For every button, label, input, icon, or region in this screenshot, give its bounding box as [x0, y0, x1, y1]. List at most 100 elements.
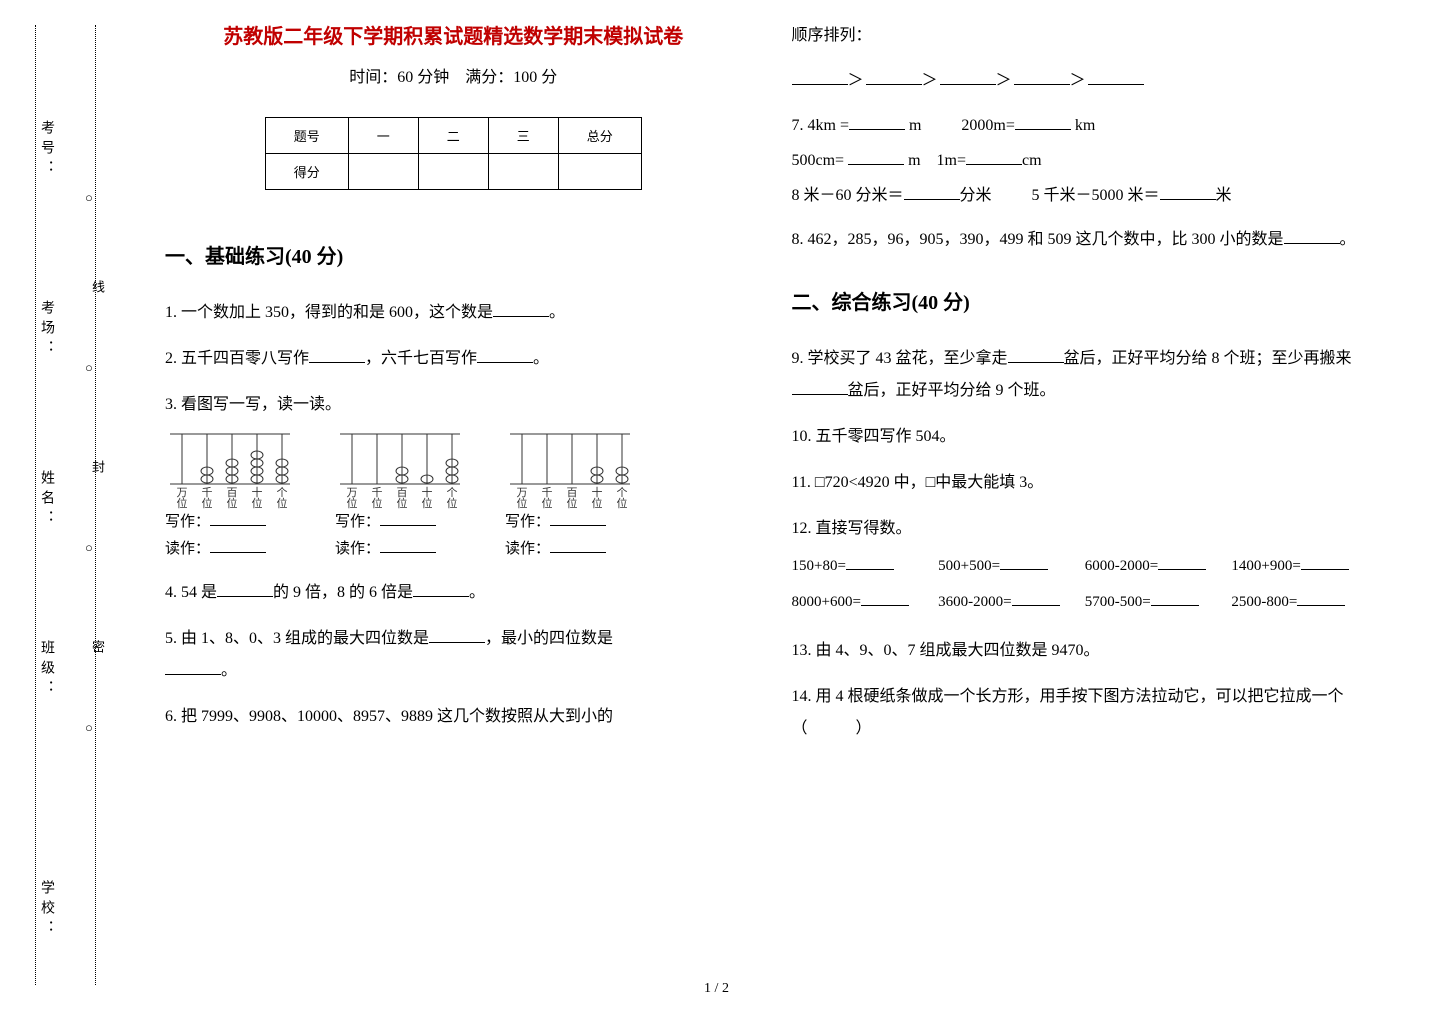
q7-blank-e[interactable]: [904, 199, 960, 200]
abacus-3-read-label: 读作：: [505, 541, 550, 557]
question-8: 8. 462，285，96，905，390，499 和 509 这几个数中，比 …: [792, 224, 1369, 256]
abacus-2-read-blank[interactable]: [380, 552, 436, 553]
q1-text-b: 。: [549, 304, 565, 321]
question-11: 11. □720<4920 中，□中最大能填 3。: [792, 467, 1369, 499]
exam-subtitle: 时间：60 分钟 满分：100 分: [165, 63, 742, 87]
calc-5-blank[interactable]: [861, 605, 909, 606]
question-6: 6. 把 7999、9908、10000、8957、9889 这几个数按照从大到…: [165, 701, 742, 733]
q5-a: 5. 由 1、8、0、3 组成的最大四位数是: [165, 630, 429, 647]
q4-blank-1[interactable]: [217, 596, 273, 597]
order-line: ＞＞＞＞: [792, 66, 1369, 90]
calc-3-blank[interactable]: [1158, 569, 1206, 570]
abacus-3-read-blank[interactable]: [550, 552, 606, 553]
svg-text:位: 位: [517, 496, 528, 509]
svg-text:位: 位: [447, 496, 458, 509]
score-th-total: 总分: [558, 118, 641, 154]
calc-8-blank[interactable]: [1297, 605, 1345, 606]
q2-blank-2[interactable]: [477, 362, 533, 363]
order-blank-2[interactable]: [866, 84, 922, 85]
q2-text-c: 。: [533, 350, 549, 367]
abacus-3: 万千百十个 位位位位位 写作： 读作：: [505, 429, 635, 563]
abacus-1-write-blank[interactable]: [210, 525, 266, 526]
calc-1: 150+80=: [792, 551, 929, 581]
q7-b-unit: km: [1075, 117, 1095, 134]
order-blank-4[interactable]: [1014, 84, 1070, 85]
q7-a: 7. 4km =: [792, 117, 849, 134]
seal-char-mi: 密: [88, 640, 107, 665]
calc-8: 2500-800=: [1231, 587, 1368, 617]
section-1-heading: 一、基础练习(40 分): [165, 240, 742, 269]
q5-blank-1[interactable]: [429, 642, 485, 643]
svg-text:十: 十: [252, 485, 263, 499]
q4-b: 的 9 倍，8 的 6 倍是: [273, 584, 413, 601]
section-2-heading: 二、综合练习(40 分): [792, 286, 1369, 315]
score-cell-total[interactable]: [558, 154, 641, 190]
abacus-2-write-blank[interactable]: [380, 525, 436, 526]
calc-1-blank[interactable]: [846, 569, 894, 570]
q5-blank-2[interactable]: [165, 674, 221, 675]
q12-text: 12. 直接写得数。: [792, 513, 1369, 545]
abacus-3-svg: 万千百十个 位位位位位: [505, 429, 635, 509]
calc-7-blank[interactable]: [1151, 605, 1199, 606]
q7-f-unit: 米: [1216, 187, 1232, 204]
score-table: 题号 一 二 三 总分 得分: [265, 117, 642, 190]
order-blank-1[interactable]: [792, 84, 848, 85]
svg-text:位: 位: [202, 496, 213, 509]
score-cell-1[interactable]: [348, 154, 418, 190]
calc-3: 6000-2000=: [1085, 551, 1222, 581]
q7-f: 5 千米－5000 米＝: [1032, 187, 1160, 204]
gt-1: ＞: [848, 72, 866, 89]
svg-text:位: 位: [617, 496, 628, 509]
q2-blank-1[interactable]: [309, 362, 365, 363]
q9-blank-1[interactable]: [1008, 362, 1064, 363]
question-12: 12. 直接写得数。 150+80= 500+500= 6000-2000= 1…: [792, 513, 1369, 617]
circle-1: ○: [85, 190, 93, 206]
exam-title: 苏教版二年级下学期积累试题精选数学期末模拟试卷: [165, 20, 742, 49]
question-3: 3. 看图写一写，读一读。: [165, 389, 742, 563]
calc-4: 1400+900=: [1231, 551, 1368, 581]
q9-a: 9. 学校买了 43 盆花，至少拿走: [792, 350, 1008, 367]
svg-text:位: 位: [372, 496, 383, 509]
question-5: 5. 由 1、8、0、3 组成的最大四位数是，最小的四位数是。: [165, 623, 742, 687]
q7-d-unit: cm: [1022, 152, 1042, 169]
q5-b: ，最小的四位数是: [485, 630, 613, 647]
abacus-1-read-blank[interactable]: [210, 552, 266, 553]
svg-text:位: 位: [567, 496, 578, 509]
order-blank-5[interactable]: [1088, 84, 1144, 85]
svg-text:位: 位: [252, 496, 263, 509]
q7-blank-f[interactable]: [1160, 199, 1216, 200]
calc-2: 500+500=: [938, 551, 1075, 581]
score-th-3: 三: [488, 118, 558, 154]
abacus-1-svg: 万千百十个 位位位位位: [165, 429, 295, 509]
calc-2-blank[interactable]: [1000, 569, 1048, 570]
q7-blank-c[interactable]: [848, 164, 904, 165]
abacus-1: 万千百十个 位位位位位 写作： 读作：: [165, 429, 295, 563]
q3-text: 3. 看图写一写，读一读。: [165, 389, 742, 421]
q9-blank-2[interactable]: [792, 394, 848, 395]
q7-blank-a[interactable]: [849, 129, 905, 130]
score-cell-3[interactable]: [488, 154, 558, 190]
question-14: 14. 用 4 根硬纸条做成一个长方形，用手按下图方法拉动它，可以把它拉成一个（…: [792, 681, 1369, 745]
q7-d: 1m=: [937, 152, 966, 169]
q8-blank[interactable]: [1284, 243, 1340, 244]
left-column: 苏教版二年级下学期积累试题精选数学期末模拟试卷 时间：60 分钟 满分：100 …: [140, 20, 767, 991]
abacus-3-write-blank[interactable]: [550, 525, 606, 526]
calc-6-blank[interactable]: [1012, 605, 1060, 606]
binding-margin: 考号： 考场： 姓名： 班级： 学校： ○ ○ ○ ○ 线 封 密: [0, 0, 120, 1011]
calc-4-blank[interactable]: [1301, 569, 1349, 570]
page-number: 1 / 2: [704, 981, 729, 997]
q9-b: 盆后，正好平均分给 8 个班；至少再搬来: [1064, 350, 1352, 367]
q4-blank-2[interactable]: [413, 596, 469, 597]
q7-e-unit: 分米: [960, 187, 992, 204]
q7-blank-b[interactable]: [1015, 129, 1071, 130]
right-column: 顺序排列： ＞＞＞＞ 7. 4km = m 2000m= km 500cm= m…: [767, 20, 1394, 991]
q4-c: 。: [469, 584, 485, 601]
q1-blank[interactable]: [493, 316, 549, 317]
abacus-row: 万千百十个 位位位位位 写作： 读作：: [165, 429, 742, 563]
q7-blank-d[interactable]: [966, 164, 1022, 165]
question-4: 4. 54 是的 9 倍，8 的 6 倍是。: [165, 577, 742, 609]
score-cell-2[interactable]: [418, 154, 488, 190]
question-9: 9. 学校买了 43 盆花，至少拿走盆后，正好平均分给 8 个班；至少再搬来盆后…: [792, 343, 1369, 407]
svg-text:位: 位: [592, 496, 603, 509]
order-blank-3[interactable]: [940, 84, 996, 85]
